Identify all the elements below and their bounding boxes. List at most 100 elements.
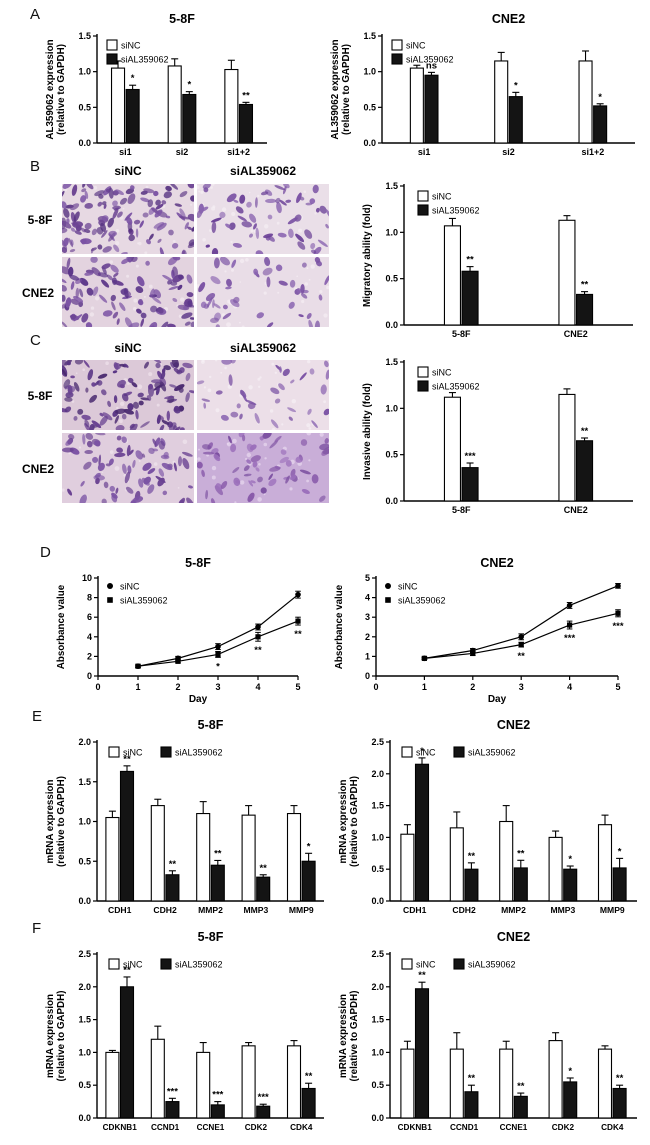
svg-text:1: 1 [422,682,427,692]
svg-text:3: 3 [215,682,220,692]
svg-text:mRNA expression: mRNA expression [45,779,56,863]
svg-text:0.5: 0.5 [385,450,398,460]
svg-text:0: 0 [373,682,378,692]
svg-text:0.0: 0.0 [371,1113,384,1123]
svg-text:**: ** [581,280,589,291]
svg-text:mRNA expression: mRNA expression [338,994,349,1078]
row-header-cne2-b: CNE2 [21,286,54,300]
svg-text:2: 2 [87,651,92,661]
svg-text:Invasive ability (fold): Invasive ability (fold) [362,383,373,480]
svg-text:8: 8 [87,593,92,603]
svg-text:4: 4 [365,593,370,603]
svg-text:*: * [568,854,572,865]
svg-text:MMP3: MMP3 [243,905,268,915]
svg-text:siAL359062: siAL359062 [175,960,223,970]
chart-d-cne2-growth: CNE2 0 1 2 3 4 5 0 1 2 3 4 5 Absorbance value Day ** ***… [330,554,630,706]
svg-text:siAL359062: siAL359062 [468,960,516,970]
micro-image-migration-58f-sial [197,184,329,254]
svg-text:2: 2 [175,682,180,692]
svg-text:1.0: 1.0 [78,67,91,77]
svg-text:0.0: 0.0 [385,320,398,330]
svg-text:*: * [420,746,424,757]
svg-text:1.0: 1.0 [385,403,398,413]
row-header-58f-c: 5-8F [27,389,53,403]
row-header-58f-b: 5-8F [27,213,53,227]
svg-text:0.0: 0.0 [385,496,398,506]
svg-text:2.5: 2.5 [78,949,91,959]
svg-text:***: *** [212,1090,223,1101]
svg-text:5: 5 [365,573,370,583]
svg-text:4: 4 [255,682,260,692]
svg-text:2.0: 2.0 [371,982,384,992]
svg-text:1.0: 1.0 [78,817,91,827]
panel-label-f: F [32,920,42,937]
svg-text:5-8F: 5-8F [198,718,224,732]
svg-text:si2: si2 [502,147,515,157]
svg-text:CDH1: CDH1 [403,905,427,915]
svg-text:2.0: 2.0 [78,982,91,992]
svg-text:**: ** [468,851,476,862]
svg-text:CDH2: CDH2 [452,905,476,915]
svg-text:**: ** [581,426,589,437]
svg-text:5-8F: 5-8F [452,329,471,339]
svg-text:*: * [598,92,602,103]
svg-text:1.0: 1.0 [78,1047,91,1057]
svg-text:***: *** [612,621,623,632]
svg-text:4: 4 [87,632,92,642]
svg-text:CCNE1: CCNE1 [500,1123,528,1132]
panel-label-c: C [30,332,41,349]
svg-text:**: ** [123,754,131,765]
svg-text:CDK2: CDK2 [552,1123,575,1132]
svg-text:0.5: 0.5 [385,274,398,284]
svg-text:siAL359062: siAL359062 [121,55,169,65]
svg-text:Migratory ability (fold): Migratory ability (fold) [362,204,373,307]
svg-text:6: 6 [87,612,92,622]
svg-text:0.5: 0.5 [371,864,384,874]
column-header-sial-b: siAL359062 [229,164,297,178]
chart-d-5-8f-growth: 5-8F 0 2 4 6 8 10 0 1 2 3 4 5 Absorbance value Day * ** *… [52,554,310,706]
panel-label-d: D [40,544,51,561]
svg-text:2.0: 2.0 [371,769,384,779]
micro-image-migration-58f-sinc [62,184,194,254]
svg-text:mRNA expression: mRNA expression [45,994,56,1078]
chart-a-cne2-expression: CNE2 0.0 0.5 1.0 1.5 AL359062 expression (rela… [330,10,645,160]
svg-text:**: ** [294,629,302,640]
svg-text:*: * [514,80,518,91]
svg-text:1.5: 1.5 [78,31,91,41]
svg-text:CNE2: CNE2 [497,718,530,732]
svg-text:0.0: 0.0 [78,138,91,148]
svg-text:si1: si1 [418,147,431,157]
svg-text:**: ** [517,848,525,859]
column-header-sinc-b: siNC [114,164,142,178]
svg-text:**: ** [259,863,267,874]
svg-text:2.5: 2.5 [371,949,384,959]
svg-text:CNE2: CNE2 [564,329,588,339]
svg-text:1.0: 1.0 [371,1047,384,1057]
svg-text:***: *** [258,1092,269,1103]
svg-text:5-8F: 5-8F [185,556,211,570]
svg-text:***: *** [465,451,476,462]
svg-text:**: ** [468,1073,476,1084]
svg-text:CDH2: CDH2 [153,905,177,915]
svg-text:**: ** [418,970,426,981]
micro-image-invasion-cne2-sial [197,433,329,503]
svg-text:MMP9: MMP9 [289,905,314,915]
svg-text:1.5: 1.5 [371,801,384,811]
svg-text:CCND1: CCND1 [151,1123,180,1132]
svg-text:1.0: 1.0 [385,227,398,237]
svg-text:2.5: 2.5 [371,737,384,747]
svg-text:(relative to GAPDH): (relative to GAPDH) [56,44,67,135]
svg-text:(relative to GAPDH): (relative to GAPDH) [56,991,67,1082]
svg-text:1.5: 1.5 [385,357,398,367]
svg-text:0.5: 0.5 [363,102,376,112]
svg-text:10: 10 [82,573,92,583]
svg-text:si1+2: si1+2 [581,147,604,157]
svg-text:0.5: 0.5 [78,102,91,112]
svg-text:1.0: 1.0 [363,67,376,77]
svg-text:CDKNB1: CDKNB1 [103,1123,138,1132]
svg-text:***: *** [167,1086,178,1097]
micro-image-invasion-58f-sial [197,360,329,430]
micro-image-invasion-58f-sinc [62,360,194,430]
svg-text:CCNE1: CCNE1 [197,1123,225,1132]
svg-text:*: * [131,73,135,84]
